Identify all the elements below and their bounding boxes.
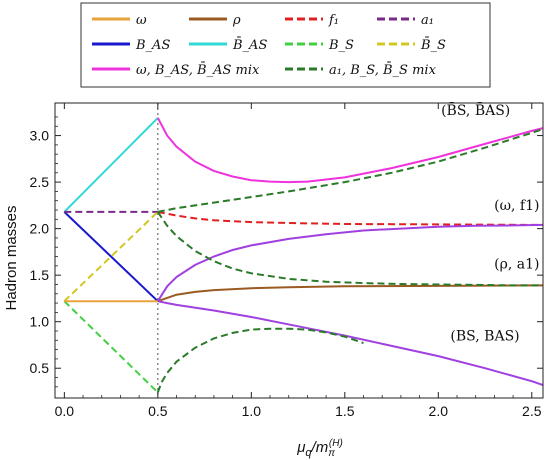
plot-area: (B̄S, B̄AS) (ω, f1) (ρ, a1) (BS, BAS) — [63, 102, 543, 398]
legend-label-a1: a₁ — [421, 13, 434, 28]
series-line-mix2-11 — [157, 128, 543, 213]
annotation-label: (B̄S, B̄AS) — [441, 102, 510, 120]
series-line-BbarAS-0 — [63, 117, 159, 213]
y-axis-title: Hadron masses — [3, 205, 20, 310]
annotation-label: (ω, f1) — [494, 198, 539, 214]
legend-label-mix2: a₁, B_S, B̄_S mix — [329, 62, 437, 78]
series-line-mix2-13 — [156, 327, 364, 393]
series-line-mix1-8 — [156, 117, 543, 184]
series-line-BAS-1 — [63, 211, 159, 302]
x-tick-label: 2.0 — [429, 403, 449, 419]
y-tick-label: 2.0 — [30, 221, 50, 237]
series-line-rho-6 — [157, 284, 543, 303]
annotation-label: (ρ, a1) — [494, 257, 539, 273]
axes: 0.0 0.5 1.0 1.5 2.0 2.5 0.5 1.0 1.5 2.0 2.5 3.0 — [30, 102, 544, 419]
y-tick-label: 3.0 — [30, 128, 50, 144]
x-tick-label: 0.0 — [55, 403, 75, 419]
y-tick-label: 0.5 — [30, 360, 50, 376]
x-axis-title: μq/mπ(H) — [296, 438, 343, 459]
x-tick-label: 0.5 — [148, 403, 168, 419]
legend-label-BS: B_S — [328, 38, 354, 53]
series-line-f1-7 — [157, 210, 543, 226]
plot-frame — [54, 102, 544, 399]
legend-label-omega: ω — [136, 13, 147, 28]
y-tick-label: 2.5 — [30, 174, 50, 190]
y-tick-label: 1.0 — [30, 314, 50, 330]
x-tick-label: 2.5 — [522, 403, 542, 419]
series-line-BS-4 — [63, 300, 159, 394]
annotation-label: (BS, BAS) — [450, 328, 519, 344]
x-tick-label: 1.0 — [242, 403, 262, 419]
y-tick-label: 1.5 — [30, 267, 50, 283]
x-tick-label: 1.5 — [335, 403, 355, 419]
legend-label-mix1: ω, B_AS, B̄_AS mix — [136, 62, 260, 78]
legend-label-rho: ρ — [232, 13, 241, 28]
legend-label-BbarS: B̄_S — [420, 37, 446, 53]
legend-label-BbarAS: B̄_AS — [232, 37, 267, 53]
series-line-mix1-9 — [156, 223, 543, 302]
series-line-mix2-12 — [156, 211, 543, 287]
legend-label-BAS: B_AS — [135, 38, 170, 53]
legend: ω ρ f₁ a₁ B_AS B̄_AS B_S B̄_S ω, B_AS, B̄_AS mix… — [80, 2, 491, 88]
legend-label-f1: f₁ — [328, 13, 339, 28]
